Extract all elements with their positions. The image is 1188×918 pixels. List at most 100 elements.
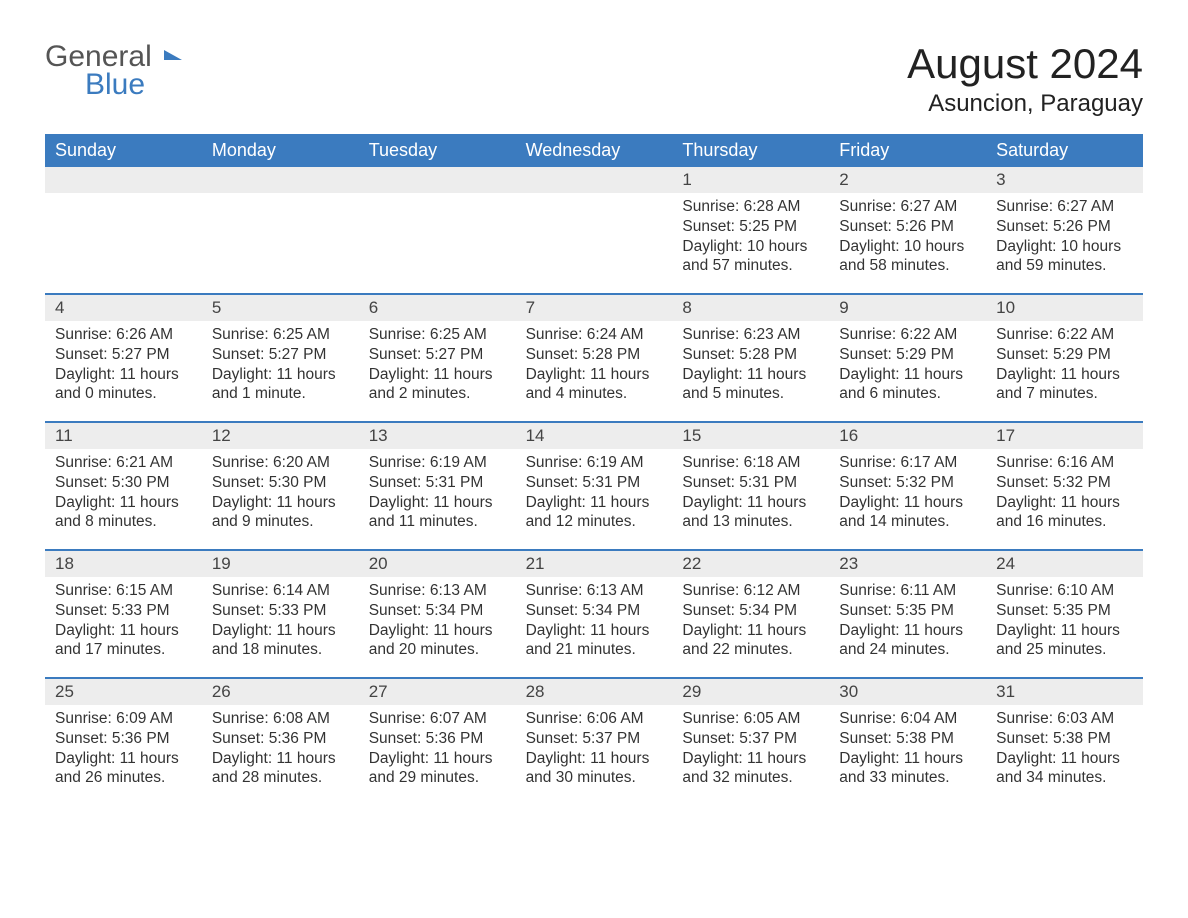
week-row: 18Sunrise: 6:15 AMSunset: 5:33 PMDayligh… [45, 549, 1143, 671]
daylight-line2: and 0 minutes. [55, 384, 192, 404]
day-cell: 12Sunrise: 6:20 AMSunset: 5:30 PMDayligh… [202, 423, 359, 543]
sunrise-text: Sunrise: 6:23 AM [682, 325, 819, 345]
day-content [45, 193, 202, 273]
sunrise-text: Sunrise: 6:21 AM [55, 453, 192, 473]
day-content: Sunrise: 6:19 AMSunset: 5:31 PMDaylight:… [516, 449, 673, 538]
sunrise-text: Sunrise: 6:19 AM [526, 453, 663, 473]
sunset-text: Sunset: 5:29 PM [839, 345, 976, 365]
daylight-line1: Daylight: 11 hours [55, 621, 192, 641]
day-number [45, 167, 202, 193]
day-cell [359, 167, 516, 287]
daylight-line2: and 58 minutes. [839, 256, 976, 276]
weekday-saturday: Saturday [986, 134, 1143, 167]
day-cell: 30Sunrise: 6:04 AMSunset: 5:38 PMDayligh… [829, 679, 986, 799]
daylight-line1: Daylight: 11 hours [369, 493, 506, 513]
day-number: 1 [672, 167, 829, 193]
day-cell: 1Sunrise: 6:28 AMSunset: 5:25 PMDaylight… [672, 167, 829, 287]
daylight-line2: and 32 minutes. [682, 768, 819, 788]
sunset-text: Sunset: 5:27 PM [369, 345, 506, 365]
day-number: 19 [202, 551, 359, 577]
sunrise-text: Sunrise: 6:03 AM [996, 709, 1133, 729]
daylight-line1: Daylight: 11 hours [996, 365, 1133, 385]
day-number: 20 [359, 551, 516, 577]
sunset-text: Sunset: 5:32 PM [839, 473, 976, 493]
day-cell: 31Sunrise: 6:03 AMSunset: 5:38 PMDayligh… [986, 679, 1143, 799]
day-content: Sunrise: 6:10 AMSunset: 5:35 PMDaylight:… [986, 577, 1143, 666]
day-content: Sunrise: 6:17 AMSunset: 5:32 PMDaylight:… [829, 449, 986, 538]
day-content: Sunrise: 6:22 AMSunset: 5:29 PMDaylight:… [986, 321, 1143, 410]
daylight-line1: Daylight: 11 hours [212, 621, 349, 641]
day-content: Sunrise: 6:19 AMSunset: 5:31 PMDaylight:… [359, 449, 516, 538]
week-row: 4Sunrise: 6:26 AMSunset: 5:27 PMDaylight… [45, 293, 1143, 415]
sunset-text: Sunset: 5:27 PM [55, 345, 192, 365]
day-content: Sunrise: 6:24 AMSunset: 5:28 PMDaylight:… [516, 321, 673, 410]
sunset-text: Sunset: 5:30 PM [212, 473, 349, 493]
header: General Blue August 2024 Asuncion, Parag… [45, 40, 1143, 118]
day-number: 18 [45, 551, 202, 577]
day-cell [202, 167, 359, 287]
day-cell: 21Sunrise: 6:13 AMSunset: 5:34 PMDayligh… [516, 551, 673, 671]
day-number: 28 [516, 679, 673, 705]
sunrise-text: Sunrise: 6:28 AM [682, 197, 819, 217]
daylight-line1: Daylight: 11 hours [839, 493, 976, 513]
daylight-line1: Daylight: 11 hours [369, 621, 506, 641]
daylight-line2: and 28 minutes. [212, 768, 349, 788]
daylight-line2: and 5 minutes. [682, 384, 819, 404]
daylight-line1: Daylight: 11 hours [55, 493, 192, 513]
daylight-line2: and 13 minutes. [682, 512, 819, 532]
day-number: 6 [359, 295, 516, 321]
day-number: 27 [359, 679, 516, 705]
daylight-line2: and 14 minutes. [839, 512, 976, 532]
sunset-text: Sunset: 5:34 PM [682, 601, 819, 621]
sunrise-text: Sunrise: 6:22 AM [996, 325, 1133, 345]
day-cell: 4Sunrise: 6:26 AMSunset: 5:27 PMDaylight… [45, 295, 202, 415]
sunset-text: Sunset: 5:36 PM [212, 729, 349, 749]
day-cell: 9Sunrise: 6:22 AMSunset: 5:29 PMDaylight… [829, 295, 986, 415]
day-content: Sunrise: 6:08 AMSunset: 5:36 PMDaylight:… [202, 705, 359, 794]
daylight-line1: Daylight: 11 hours [526, 493, 663, 513]
daylight-line2: and 24 minutes. [839, 640, 976, 660]
daylight-line2: and 33 minutes. [839, 768, 976, 788]
day-cell: 24Sunrise: 6:10 AMSunset: 5:35 PMDayligh… [986, 551, 1143, 671]
day-number: 12 [202, 423, 359, 449]
sunset-text: Sunset: 5:33 PM [55, 601, 192, 621]
sunset-text: Sunset: 5:31 PM [682, 473, 819, 493]
weekday-header: Sunday Monday Tuesday Wednesday Thursday… [45, 134, 1143, 167]
sunset-text: Sunset: 5:26 PM [996, 217, 1133, 237]
sunset-text: Sunset: 5:29 PM [996, 345, 1133, 365]
day-content: Sunrise: 6:13 AMSunset: 5:34 PMDaylight:… [359, 577, 516, 666]
sunrise-text: Sunrise: 6:20 AM [212, 453, 349, 473]
sunrise-text: Sunrise: 6:25 AM [212, 325, 349, 345]
daylight-line2: and 20 minutes. [369, 640, 506, 660]
day-cell: 11Sunrise: 6:21 AMSunset: 5:30 PMDayligh… [45, 423, 202, 543]
daylight-line1: Daylight: 11 hours [996, 493, 1133, 513]
day-number: 17 [986, 423, 1143, 449]
daylight-line2: and 9 minutes. [212, 512, 349, 532]
sunrise-text: Sunrise: 6:07 AM [369, 709, 506, 729]
sunset-text: Sunset: 5:34 PM [369, 601, 506, 621]
day-content [359, 193, 516, 273]
sunset-text: Sunset: 5:37 PM [682, 729, 819, 749]
day-content [202, 193, 359, 273]
daylight-line2: and 2 minutes. [369, 384, 506, 404]
day-cell: 8 Sunrise: 6:23 AMSunset: 5:28 PMDaylight… [672, 295, 829, 415]
day-number: 8 [672, 295, 829, 321]
day-number: 4 [45, 295, 202, 321]
day-content: Sunrise: 6:20 AMSunset: 5:30 PMDaylight:… [202, 449, 359, 538]
day-content: Sunrise: 6:04 AMSunset: 5:38 PMDaylight:… [829, 705, 986, 794]
sunset-text: Sunset: 5:36 PM [55, 729, 192, 749]
day-content: Sunrise: 6:09 AMSunset: 5:36 PMDaylight:… [45, 705, 202, 794]
day-cell: 5Sunrise: 6:25 AMSunset: 5:27 PMDaylight… [202, 295, 359, 415]
sunset-text: Sunset: 5:27 PM [212, 345, 349, 365]
daylight-line1: Daylight: 11 hours [682, 365, 819, 385]
day-cell: 28Sunrise: 6:06 AMSunset: 5:37 PMDayligh… [516, 679, 673, 799]
day-cell: 26Sunrise: 6:08 AMSunset: 5:36 PMDayligh… [202, 679, 359, 799]
daylight-line1: Daylight: 11 hours [212, 365, 349, 385]
calendar: Sunday Monday Tuesday Wednesday Thursday… [45, 134, 1143, 799]
daylight-line1: Daylight: 11 hours [682, 493, 819, 513]
day-content: Sunrise: 6:06 AMSunset: 5:37 PMDaylight:… [516, 705, 673, 794]
day-content: Sunrise: 6:16 AMSunset: 5:32 PMDaylight:… [986, 449, 1143, 538]
sunset-text: Sunset: 5:28 PM [682, 345, 819, 365]
day-content: Sunrise: 6:13 AMSunset: 5:34 PMDaylight:… [516, 577, 673, 666]
daylight-line1: Daylight: 11 hours [839, 749, 976, 769]
